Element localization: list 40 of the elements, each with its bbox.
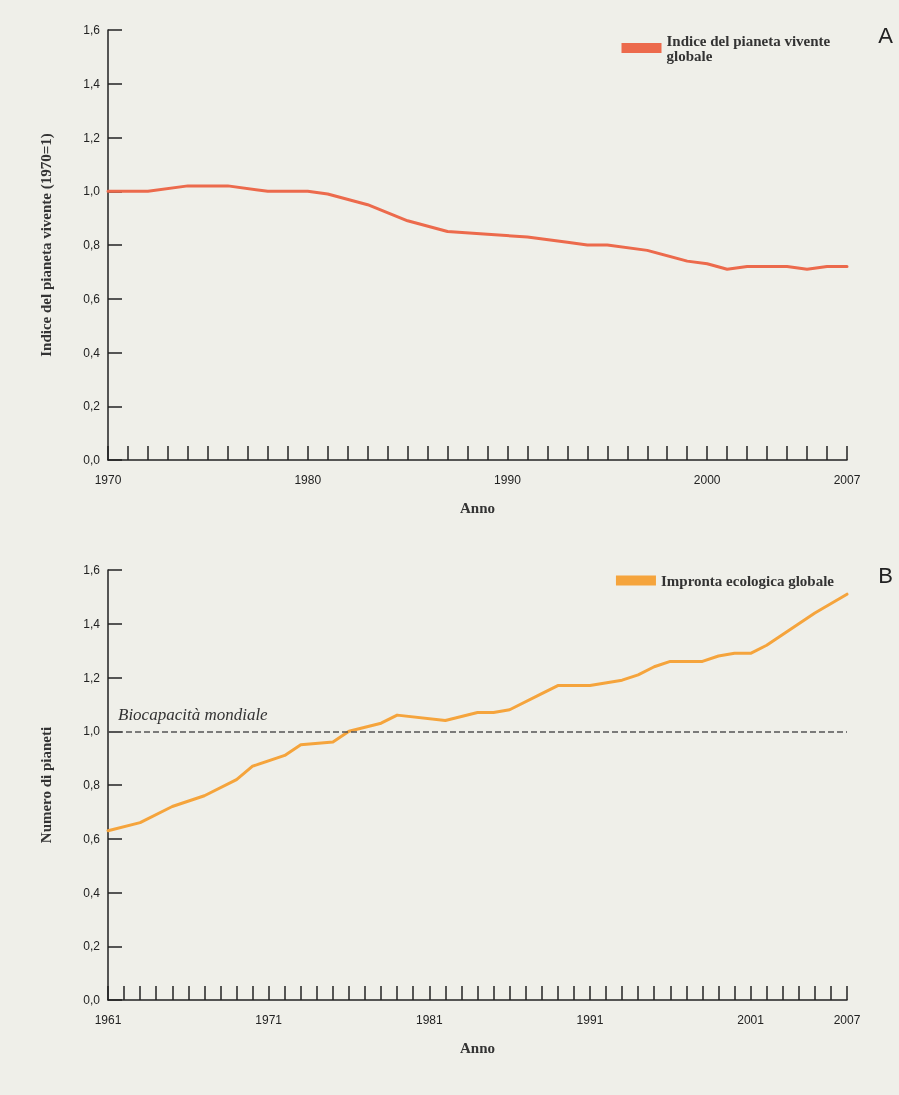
line-series <box>106 592 849 833</box>
y-tick-label: 0,6 <box>83 291 101 306</box>
x-tick-label: 1970 <box>94 473 122 487</box>
ref-line-label: Biocapacità mondiale <box>118 705 269 725</box>
x-tick-label: 2000 <box>693 473 721 487</box>
text: B <box>878 562 894 588</box>
line-series <box>106 184 849 271</box>
y-tick-label: 0,0 <box>83 453 101 467</box>
x-axis-title: Anno <box>459 1039 496 1056</box>
y-axis-title: Numero di pianeti <box>37 726 54 844</box>
y-tick-label: 1,4 <box>83 616 101 631</box>
x-axis-title: Anno <box>459 499 496 516</box>
y-tick-label: 0,4 <box>83 345 101 360</box>
x-tick-label: 1991 <box>576 1013 604 1027</box>
x-tick-label: 2007 <box>833 1013 861 1027</box>
x-tick-label: 1980 <box>294 473 322 487</box>
y-tick-label: 1,6 <box>83 23 101 37</box>
y-tick-label: 0,8 <box>83 778 101 792</box>
text: A <box>878 22 894 48</box>
y-tick-label: 0,0 <box>83 993 101 1007</box>
legend-label: Impronta ecologica globale <box>660 572 835 589</box>
y-tick-label: 0,4 <box>83 885 101 900</box>
x-tick-label: 2007 <box>833 473 861 487</box>
y-tick-label: 1,0 <box>83 724 101 739</box>
y-tick-label: 1,6 <box>83 563 101 577</box>
legend-label: Indice del pianeta vivente globale <box>666 32 834 64</box>
y-tick-label: 0,6 <box>83 831 101 846</box>
y-tick-label: 1,2 <box>83 670 101 685</box>
y-tick-label: 0,8 <box>83 238 101 252</box>
x-tick-label: 1990 <box>494 473 522 487</box>
x-tick-label: 2001 <box>737 1013 765 1027</box>
y-tick-label: 1,0 <box>83 184 101 199</box>
x-tick-label: 1961 <box>94 1013 122 1027</box>
y-tick-label: 0,2 <box>83 399 101 414</box>
y-axis-title: Indice del pianeta vivente (1970=1) <box>37 133 55 357</box>
y-tick-label: 1,4 <box>83 76 101 91</box>
x-tick-label: 1981 <box>415 1013 443 1027</box>
y-tick-label: 0,2 <box>83 939 101 954</box>
x-tick-label: 1971 <box>255 1013 283 1027</box>
y-tick-label: 1,2 <box>83 130 101 145</box>
